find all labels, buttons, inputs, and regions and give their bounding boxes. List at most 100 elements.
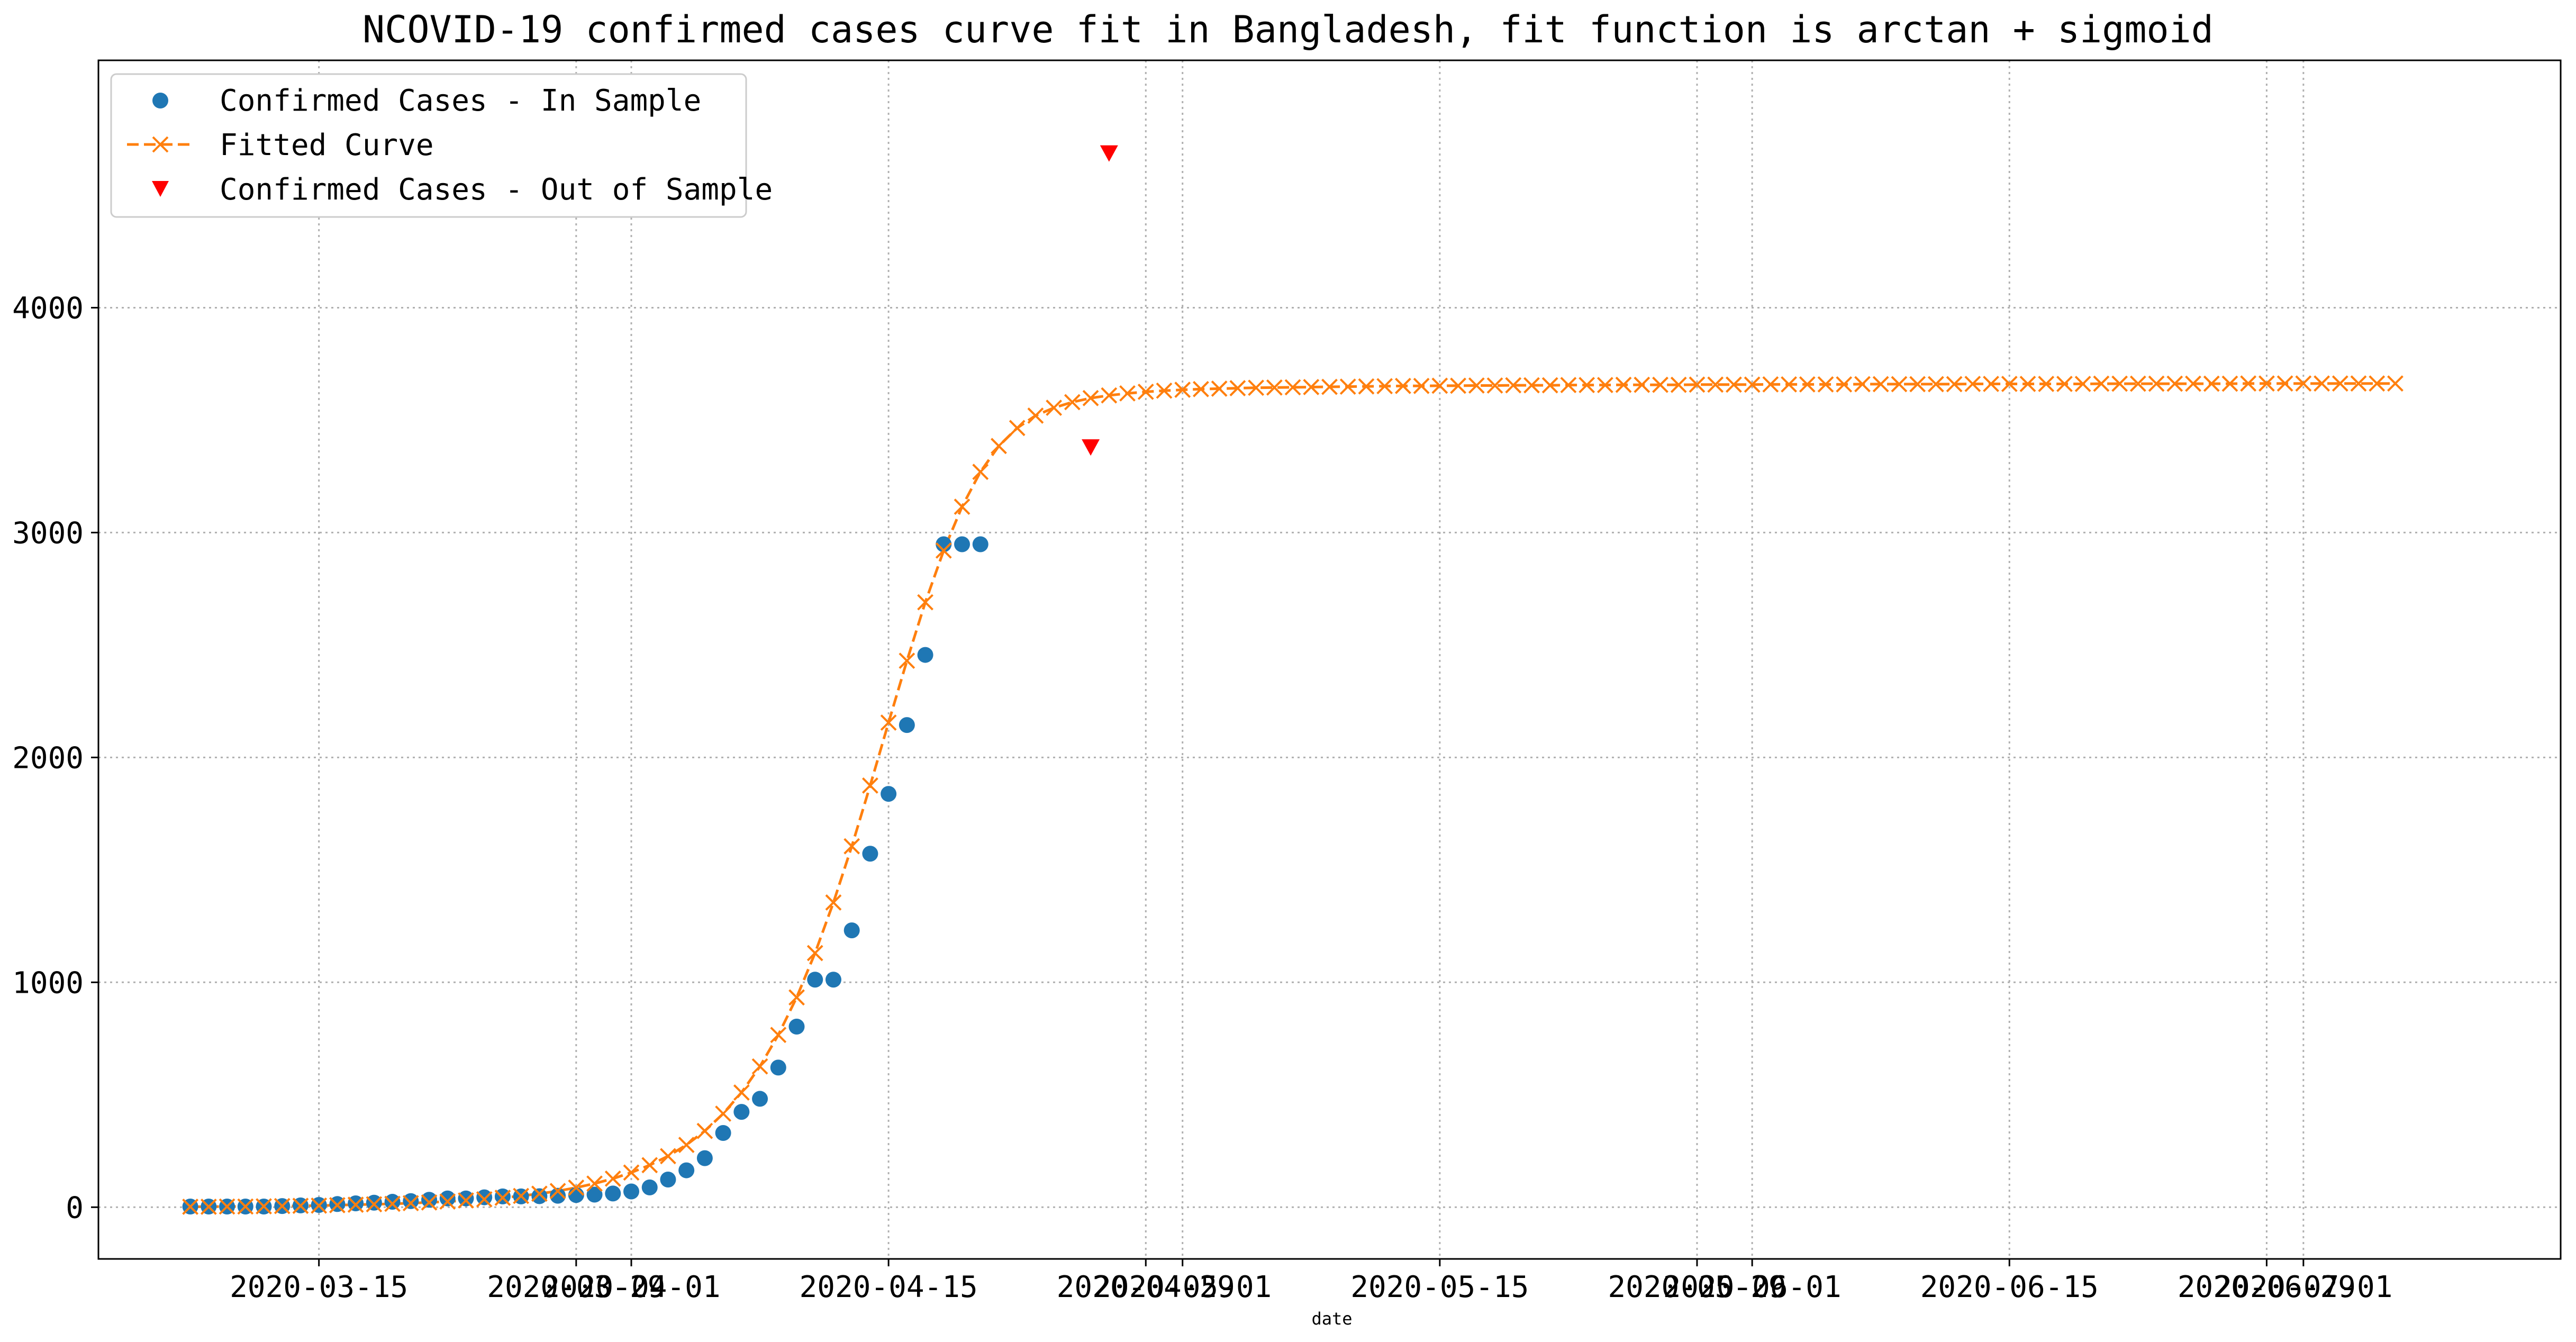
legend-marker-out-of-sample [152,181,169,197]
in-sample-point [403,1193,419,1209]
in-sample-point [899,717,915,733]
fitted-curve-marker [366,1196,383,1213]
fitted-curve-marker [2369,375,2385,392]
x-tick-label: 2020-05-01 [1093,1270,1272,1304]
y-tick-label: 2000 [12,741,84,775]
fitted-curve-marker [1909,376,1926,393]
in-sample-point [586,1186,603,1203]
fitted-curve-marker [1597,377,1613,394]
fitted-curve-marker [586,1175,603,1192]
fitted-curve-marker [917,594,933,611]
fitted-curve-marker [1707,376,1724,393]
fitted-curve-marker [1101,387,1118,404]
legend-box [110,73,747,218]
x-tick-label: 2020-03-15 [230,1270,408,1304]
fitted-curve-marker [1854,376,1871,393]
fitted-curve-marker [219,1198,235,1215]
fitted-curve-marker [1413,377,1430,394]
in-sample-point [458,1190,474,1207]
in-sample-point [476,1189,493,1205]
fitted-curve-marker [2056,376,2073,392]
fitted-curve-marker [1762,376,1779,393]
fitted-curve-marker [1872,376,1889,393]
fitted-curve-marker [1799,376,1816,393]
legend-label-out-of-sample: Confirmed Cases - Out of Sample [220,173,773,207]
fitted-curve-marker [1394,377,1411,394]
x-tick-label: 2020-07-01 [2214,1270,2392,1304]
fitted-curve-marker [1339,378,1356,395]
y-tick-label: 1000 [12,966,84,1000]
fitted-curve-marker [494,1189,511,1206]
x-tick-label: 2020-05-29 [1608,1270,1786,1304]
fitted-curve-marker [1064,394,1081,411]
chart-title: NCOVID-19 confirmed cases curve fit in B… [362,8,2214,51]
plot-frame [97,59,2562,1260]
fitted-curve-marker [1468,377,1485,394]
fitted-curve-marker [2295,375,2312,392]
fitted-curve-marker [1119,385,1136,402]
in-sample-point [660,1171,676,1187]
in-sample-point [696,1150,713,1166]
fitted-curve-marker [458,1192,474,1209]
fitted-curve-marker [972,464,989,480]
fitted-curve-marker [1211,380,1228,397]
fitted-curve-marker [1046,400,1063,416]
fitted-curve-marker [733,1084,750,1101]
y-tick-label: 3000 [12,516,84,550]
x-axis-label: date [1311,1309,1352,1329]
legend-marker-fitted [152,136,169,153]
fitted-curve-marker [1358,378,1375,395]
fitted-curve-marker [439,1193,456,1210]
fitted-curve-marker [1964,376,1981,392]
legend-label-fitted: Fitted Curve [220,128,434,162]
fitted-curve-marker [954,498,970,515]
fitted-curve-marker [2276,375,2293,392]
fitted-curve-marker [935,542,952,559]
y-tick-label: 0 [66,1191,84,1225]
out-of-sample-point [1082,439,1100,456]
fitted-curve-marker [861,777,878,794]
fitted-curve-marker [200,1198,217,1215]
in-sample-point [421,1192,438,1208]
fitted-curve-marker [1027,407,1044,424]
fitted-curve-marker [2111,375,2128,392]
in-sample-point [641,1179,658,1195]
x-tick-label: 2020-04-01 [542,1270,720,1304]
y-tick-label: 4000 [12,291,84,325]
fitted-curve-marker [2038,376,2055,392]
fitted-curve-marker [1541,377,1558,394]
fitted-curve-marker [1689,376,1706,393]
in-sample-point [954,536,970,552]
in-sample-point [568,1187,584,1203]
fitted-curve-marker [1174,382,1191,398]
in-sample-point [605,1185,621,1202]
fitted-curve-marker [568,1179,585,1196]
fitted-curve-marker [770,1027,787,1044]
fitted-curve-marker [1248,379,1265,396]
out-of-sample-point [1100,145,1118,162]
fitted-curve-marker [329,1197,346,1213]
fitted-curve-marker [421,1194,438,1211]
fitted-curve-marker [2258,375,2275,392]
fitted-curve-marker [991,438,1007,455]
fitted-curve-marker [696,1122,713,1139]
fitted-curve-marker [1450,377,1466,394]
fitted-curve-marker [1486,377,1503,394]
fitted-curve-marker [2350,375,2367,392]
fitted-curve-marker [2221,375,2238,392]
fitted-curve-marker [1652,376,1668,393]
fitted-curve-marker [311,1197,328,1214]
fitted-curve-marker [1781,376,1798,393]
fitted-curve-marker [2166,375,2183,392]
fitted-curve-marker [513,1187,530,1204]
fitted-curve-marker [623,1164,640,1181]
fitted-curve-marker [715,1105,732,1122]
fitted-curve-marker [1744,376,1761,393]
in-sample-point [936,536,952,552]
fitted-curve-marker [1817,376,1834,393]
fitted-curve-marker [1505,377,1522,394]
fitted-curve-marker [402,1195,419,1212]
x-tick-label: 2020-03-29 [487,1270,665,1304]
fitted-curve-marker [751,1058,768,1075]
